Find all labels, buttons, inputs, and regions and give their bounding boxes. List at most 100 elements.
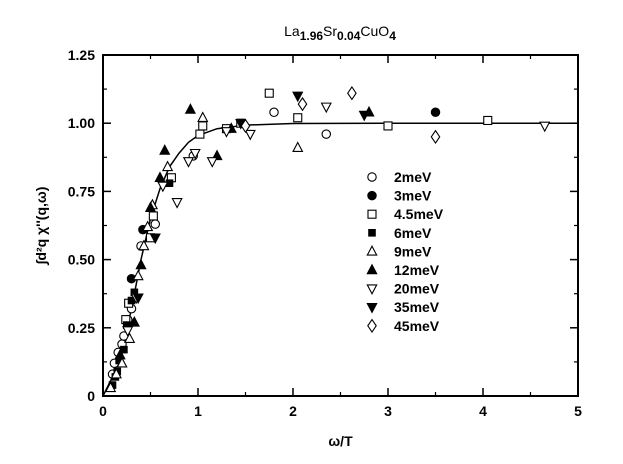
data-point <box>157 181 169 193</box>
chart-title-text: La1.96Sr0.04CuO4 <box>284 23 396 43</box>
legend-marker <box>367 190 377 201</box>
data-point <box>198 121 208 131</box>
data-point <box>430 129 441 145</box>
legend-label: 3meV <box>394 188 432 204</box>
chart-title-part: 4 <box>389 29 396 43</box>
data-point <box>184 103 197 114</box>
data-point <box>539 121 551 133</box>
legend-item: 12meV <box>366 262 440 278</box>
data-point <box>292 141 304 153</box>
data-point <box>116 356 128 368</box>
data-point <box>240 118 251 134</box>
legend-item: 35meV <box>366 299 440 315</box>
chart-title-part: 0.04 <box>337 29 361 43</box>
data-point <box>182 157 195 168</box>
y-tick-label: 0.75 <box>68 183 95 199</box>
data-point <box>148 211 158 221</box>
data-point <box>244 129 256 141</box>
data-point <box>122 326 134 337</box>
legend-marker <box>366 284 378 295</box>
legend-marker <box>367 209 377 219</box>
data-point <box>430 107 441 118</box>
data-point <box>150 219 161 229</box>
data-point <box>144 201 157 213</box>
data-point <box>320 102 332 114</box>
legend-label: 9meV <box>394 243 432 259</box>
legend-item: 9meV <box>366 243 432 259</box>
y-tick-label: 0.50 <box>68 252 95 268</box>
x-axis-label: ω/T <box>328 433 353 449</box>
y-tick-label: 0.25 <box>68 320 95 336</box>
legend-item: 4.5meV <box>367 206 444 222</box>
data-point <box>154 171 166 183</box>
fit-curve <box>102 122 578 397</box>
data-point <box>297 96 308 112</box>
data-point <box>264 88 274 98</box>
data-point <box>483 115 493 126</box>
legend-item: 45meV <box>367 318 440 334</box>
legend-marker <box>366 245 378 256</box>
data-point <box>123 332 136 343</box>
legend-item: 20meV <box>366 281 440 297</box>
data-point <box>321 129 331 139</box>
data-point <box>104 381 117 393</box>
legend-label: 6meV <box>394 225 432 241</box>
legend-marker <box>368 229 376 237</box>
data-points <box>104 86 551 393</box>
data-point <box>138 239 150 251</box>
data-point <box>159 144 171 155</box>
axis-ticks: 0 1 2 3 4 5 0 0.25 0.50 0.75 1.00 1.25 <box>68 47 582 419</box>
x-tick-label: 1 <box>194 403 202 419</box>
legend-label: 2meV <box>394 169 432 185</box>
data-point <box>132 293 144 305</box>
data-point <box>195 129 205 139</box>
data-point <box>292 91 304 103</box>
series-12meV <box>114 103 375 360</box>
y-axis-label: ∫d²q χ''(q,ω) <box>33 187 50 266</box>
data-point <box>206 157 218 168</box>
legend-label: 35meV <box>394 299 440 315</box>
plot-axes <box>102 54 579 397</box>
x-tick-label: 4 <box>479 403 487 419</box>
data-point <box>197 111 209 122</box>
series-9meV <box>104 111 304 393</box>
data-point <box>293 113 303 123</box>
series-35meV <box>132 91 370 305</box>
data-point <box>110 367 122 379</box>
y-tick-label: 0 <box>87 388 95 404</box>
data-point <box>171 198 183 209</box>
legend-marker <box>366 302 378 314</box>
data-point <box>358 110 370 122</box>
data-point <box>269 107 279 118</box>
legend-item: 3meV <box>367 188 432 204</box>
data-point <box>142 220 154 232</box>
chart-title-part: CuO <box>360 23 389 39</box>
legend-marker <box>367 172 377 182</box>
y-tick-label: 1.00 <box>68 115 95 131</box>
legend-label: 4.5meV <box>394 206 444 222</box>
data-point <box>135 258 147 270</box>
fit-curve-group <box>102 122 578 397</box>
data-point <box>347 86 357 101</box>
plot-frame <box>102 54 579 397</box>
chart-title-part: La <box>284 23 300 39</box>
series-3meV <box>126 107 441 284</box>
data-point <box>189 148 201 160</box>
chart-title-part: Sr <box>323 23 337 39</box>
data-point <box>128 315 140 327</box>
legend-label: 20meV <box>394 281 440 297</box>
x-tick-label: 2 <box>289 403 297 419</box>
legend-marker <box>366 263 378 275</box>
legend-marker <box>367 318 377 333</box>
legend-item: 6meV <box>368 225 432 241</box>
series-20meV <box>122 102 551 337</box>
data-point <box>114 348 126 360</box>
axis-labels: ω/T ∫d²q χ''(q,ω) <box>33 187 353 449</box>
chart-title-part: 1.96 <box>300 29 324 43</box>
legend-label: 12meV <box>394 262 440 278</box>
data-point <box>132 269 144 281</box>
legend: 2meV 3meV 4.5meV 6meV 9meV 12meV 20meV 35meV 45m… <box>366 169 444 334</box>
x-tick-label: 0 <box>99 403 107 419</box>
chart-title: La1.96Sr0.04CuO4 <box>284 23 396 43</box>
